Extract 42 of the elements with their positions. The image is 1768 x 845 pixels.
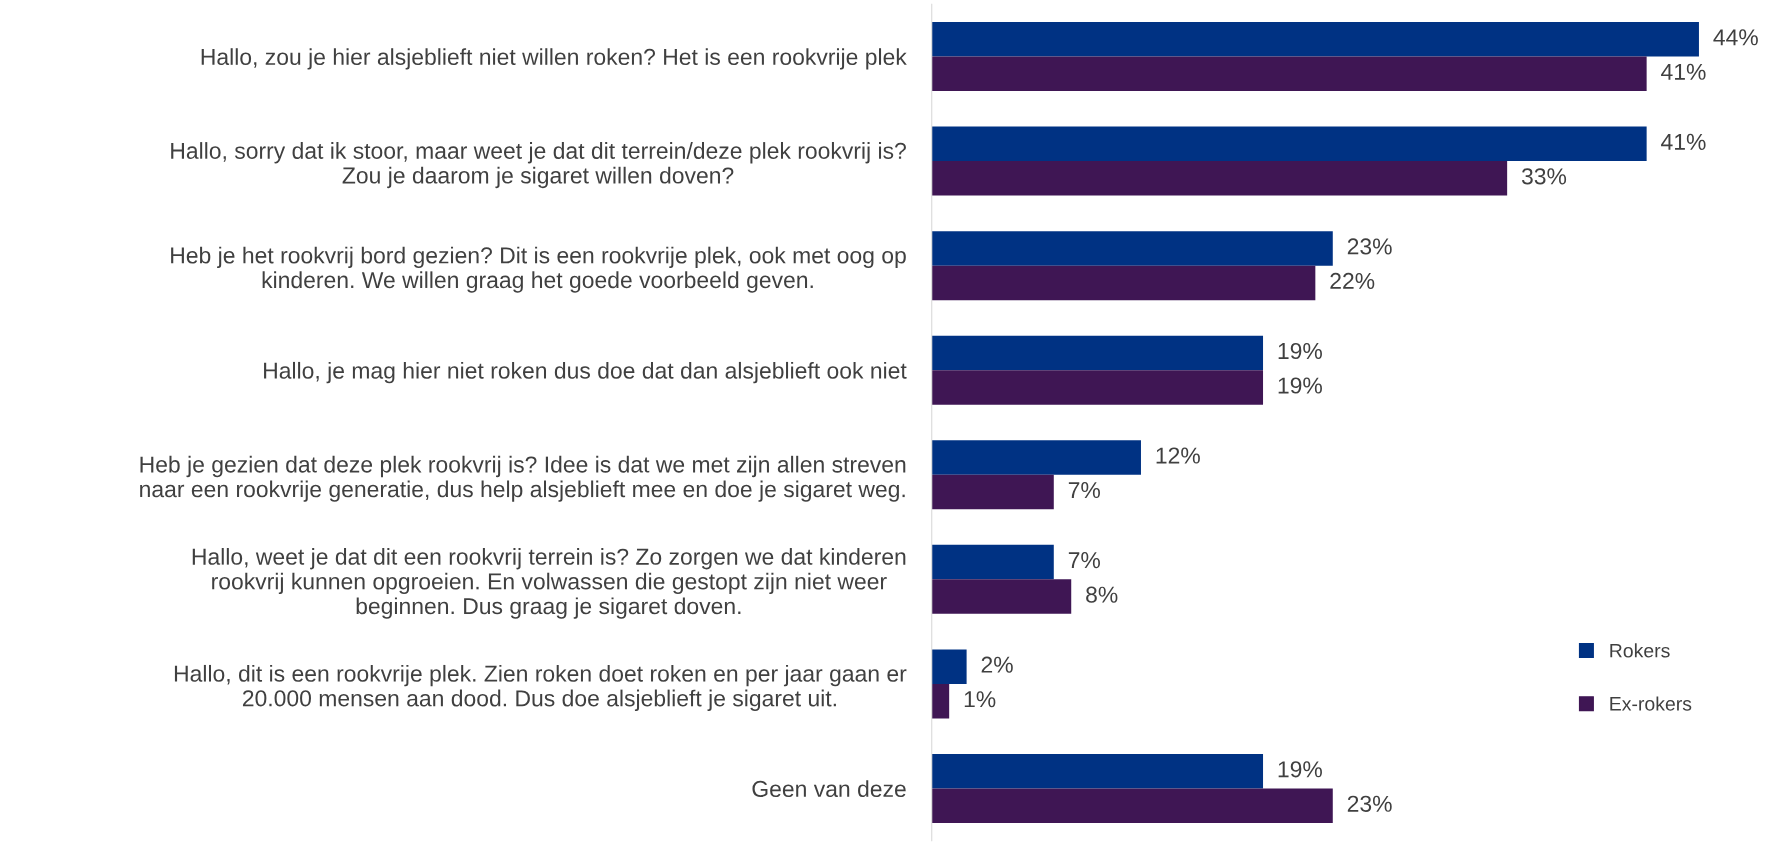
bar [931,126,1647,162]
legend-label: Rokers [1610,643,1670,658]
data-label: 23% [1347,238,1392,255]
y-tick-label: Hallo, je mag hier niet roken dus doe dat dan alsjeblieft ook niet [264,361,907,384]
data-label: 33% [1521,168,1567,185]
bar [931,474,1054,510]
legend-label: Ex-rokers [1610,696,1692,711]
bar [931,22,1699,57]
bar [931,265,1316,301]
bar [931,753,1264,789]
y-tick-label: Geen van deze [752,780,906,798]
y-tick-label: Heb je gezien dat deze plek rookvrij is? Idee is dat we met zijn allen streven naar een rookvrije generatie, dus help alsjeblieft mee en doe je sigaret weg. [140,455,906,502]
y-tick-label: Heb je het rookvrij bord gezien? Dit is een rookvrije plek, ook met oog op kinderen. We willen graag het goede voorbeeld geven. [171,246,906,293]
bar [931,579,1072,614]
data-label: 8% [1086,586,1118,603]
bar [931,231,1333,266]
data-label: 7% [1068,482,1100,499]
bar [931,370,1264,405]
data-label: 19% [1278,342,1322,360]
bar [931,440,1141,475]
data-label: 22% [1330,272,1375,289]
bar [931,788,1333,823]
bar [931,683,950,719]
data-label: 44% [1713,29,1758,46]
bar [931,161,1508,196]
bar [931,544,1054,580]
bar [931,56,1647,92]
data-label: 7% [1068,552,1100,569]
y-tick-label: Hallo, sorry dat ik stoor, maar weet je dat dit terrein/deze plek rookvrij is? Zou je daarom je sigaret willen doven? [171,142,906,189]
data-label: 1% [964,691,996,708]
data-label: 23% [1347,795,1392,812]
data-label: 19% [1278,761,1322,778]
y-tick-label: Hallo, dit is een rookvrije plek. Zien roken doet roken en per jaar gaan er 20.000 mensen aan dood. Dus doe alsjeblieft je sigaret uit. [174,664,907,711]
bar [931,335,1264,371]
bar [931,649,967,684]
data-label: 19% [1278,377,1322,394]
data-label: 41% [1661,63,1706,80]
data-label: 2% [981,656,1013,673]
data-label: 12% [1156,447,1200,464]
data-label: 41% [1661,133,1706,150]
y-tick-label: Hallo, weet je dat dit een rookvrij terrein is? Zo zorgen we dat kinderen rookvrij kunnen opgroeien. En volwassen die gestopt zijn niet weer beginnen. Dus graag je sigaret doven. [192,548,906,619]
y-tick-label: Hallo, zou je hier alsjeblieft niet willen roken? Het is een rookvrije plek [201,48,907,70]
